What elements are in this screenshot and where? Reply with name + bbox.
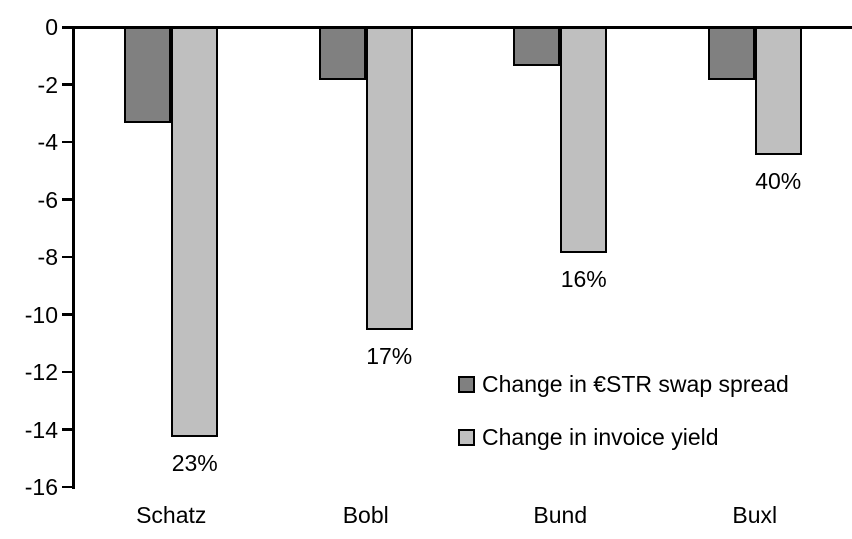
- data-label-bund: 16%: [560, 265, 607, 292]
- y-tick-label: -12: [24, 359, 58, 385]
- y-tick-label: -10: [24, 301, 58, 328]
- bar-invoice-yield-schatz: [171, 26, 219, 437]
- legend-swatch-dark-icon: [458, 376, 475, 393]
- legend: Change in €STR swap spread Change in inv…: [458, 371, 789, 451]
- y-tick-label: -16: [24, 474, 58, 500]
- x-axis-zero-line: [62, 25, 852, 29]
- bar-invoice-yield-bund: [560, 26, 608, 253]
- y-tick-label: -4: [37, 129, 58, 155]
- legend-item-invoice-yield: Change in invoice yield: [458, 424, 789, 451]
- bar-swap-spread-bobl: [318, 26, 366, 81]
- bar-invoice-yield-buxl: [754, 26, 802, 155]
- legend-swatch-light-icon: [458, 429, 475, 446]
- y-tick-label: 0: [45, 14, 58, 40]
- y-tick-label: -14: [24, 416, 58, 443]
- x-axis-label-buxl: Buxl: [732, 502, 778, 528]
- y-tick-label: -2: [37, 71, 58, 98]
- x-axis-label-schatz: Schatz: [136, 502, 207, 528]
- bar-swap-spread-bund: [513, 26, 561, 66]
- y-tick-label: -6: [37, 186, 58, 213]
- bar-swap-spread-schatz: [124, 26, 172, 124]
- x-axis-label-bobl: Bobl: [342, 502, 389, 528]
- y-tick-mark: [62, 25, 74, 29]
- y-tick-label: -8: [37, 244, 58, 270]
- bar-invoice-yield-bobl: [365, 26, 413, 331]
- y-tick-mark: [62, 428, 74, 431]
- y-tick-mark: [62, 255, 74, 259]
- x-axis-label-bund: Bund: [533, 502, 588, 528]
- legend-label-swap-spread: Change in €STR swap spread: [482, 371, 789, 397]
- legend-label-invoice-yield: Change in invoice yield: [482, 424, 719, 450]
- y-tick-mark: [62, 83, 74, 86]
- y-tick-mark: [62, 198, 74, 201]
- legend-item-swap-spread: Change in €STR swap spread: [458, 371, 789, 398]
- y-tick-mark: [62, 313, 74, 316]
- data-label-schatz: 23%: [171, 449, 218, 476]
- y-tick-mark: [62, 370, 74, 374]
- y-tick-mark: [62, 485, 74, 489]
- y-tick-mark: [62, 140, 74, 144]
- bar-swap-spread-buxl: [707, 26, 755, 81]
- data-label-buxl: 40%: [755, 168, 802, 194]
- data-label-bobl: 17%: [366, 343, 413, 370]
